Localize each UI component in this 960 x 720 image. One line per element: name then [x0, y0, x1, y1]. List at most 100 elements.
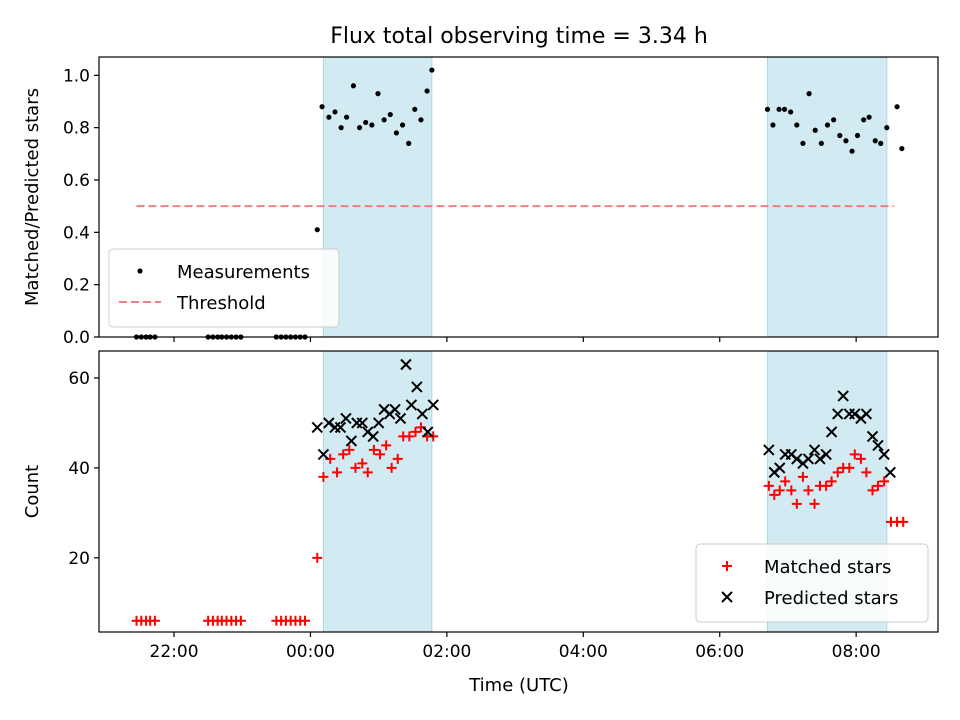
data-point: [878, 448, 890, 461]
data-point: [356, 417, 369, 429]
data-point: [405, 399, 418, 411]
y-tick-label: 60: [68, 369, 90, 389]
data-point: [837, 132, 843, 139]
top-axes-frame: [98, 56, 939, 338]
data-point: [831, 117, 837, 123]
top-shaded-interval: [766, 56, 888, 338]
y-tick-label: 0.2: [63, 276, 90, 296]
data-point: [774, 462, 786, 474]
data-point: [400, 358, 412, 371]
bottom-shaded-interval: [322, 350, 433, 633]
data-point: [826, 476, 837, 487]
legend-label: Matched stars: [764, 557, 891, 578]
data-point: [894, 104, 900, 110]
data-point: [802, 453, 815, 465]
y-tick-label: 40: [68, 459, 90, 479]
data-point: [786, 485, 797, 496]
data-point: [375, 449, 386, 460]
data-point: [849, 148, 855, 154]
data-point: [832, 408, 844, 420]
data-point: [363, 119, 369, 126]
data-point: [422, 426, 434, 438]
data-point: [776, 106, 782, 112]
data-point: [861, 467, 872, 478]
data-point: [345, 435, 358, 447]
legend-label: Measurements: [177, 262, 310, 283]
data-point: [866, 114, 872, 120]
top-panel: 0.0 0.2 0.4 0.6 0.8 1.0 Matched/Predicted star…: [22, 56, 939, 348]
data-point: [350, 462, 361, 473]
data-point: [386, 462, 397, 473]
data-point: [872, 138, 878, 144]
chart-title: Flux total observing time = 3.34 h: [330, 24, 708, 49]
data-point: [399, 122, 406, 128]
data-point: [769, 489, 780, 500]
x-tick-label: 02:00: [422, 642, 471, 662]
data-point: [319, 104, 325, 110]
data-point: [849, 449, 860, 460]
data-point: [818, 140, 824, 146]
data-point: [314, 227, 320, 233]
x-tick-label: 00:00: [286, 642, 335, 662]
data-point: [389, 403, 401, 416]
data-point: [344, 114, 350, 120]
data-point: [411, 381, 423, 393]
data-point: [412, 106, 418, 112]
data-point: [326, 114, 332, 120]
legend-box: [695, 543, 929, 623]
data-point: [788, 109, 794, 115]
data-point: [416, 408, 429, 420]
data-point: [821, 480, 832, 491]
data-point: [323, 417, 335, 429]
top-y-axis-label: Matched/Predicted stars: [22, 88, 43, 306]
data-point: [867, 485, 878, 496]
bottom-axes-frame: [98, 350, 939, 633]
data-point: [763, 480, 774, 491]
data-point: [381, 117, 387, 123]
data-point: [427, 399, 439, 411]
data-point: [781, 106, 788, 112]
data-point: [318, 471, 329, 482]
data-point: [424, 88, 430, 94]
data-point: [812, 127, 818, 133]
data-point: [334, 421, 347, 434]
data-point: [814, 453, 826, 465]
data-point: [855, 453, 866, 464]
bottom-legend: Matched stars Predicted stars: [695, 543, 929, 623]
data-point: [825, 426, 838, 438]
legend-box: [108, 248, 340, 328]
data-point: [338, 449, 349, 460]
data-point: [394, 412, 407, 425]
data-point: [837, 390, 849, 402]
data-point: [878, 140, 884, 146]
data-point: [791, 498, 802, 509]
data-point: [317, 448, 330, 461]
data-point: [340, 412, 352, 425]
legend-marker: [137, 268, 143, 274]
y-tick-label: 0.6: [63, 171, 90, 191]
data-point: [312, 552, 323, 563]
data-point: [235, 615, 246, 626]
data-point: [299, 615, 310, 626]
top-shaded-interval: [322, 56, 433, 338]
y-tick-label: 20: [68, 549, 90, 569]
data-point: [774, 485, 785, 496]
data-point: [849, 408, 861, 420]
data-point: [410, 426, 421, 437]
data-point: [392, 453, 403, 464]
data-point: [832, 467, 843, 478]
data-point: [149, 615, 160, 626]
data-point: [861, 117, 867, 123]
bottom-y-axis-label: Count: [22, 465, 43, 518]
data-point: [356, 125, 363, 131]
data-point: [820, 448, 832, 461]
data-point: [418, 117, 424, 123]
data-point: [791, 453, 803, 465]
y-tick-label: 0.8: [63, 119, 90, 139]
data-point: [872, 480, 883, 491]
data-point: [429, 67, 435, 73]
top-legend: Measurements Threshold: [108, 248, 340, 328]
legend-marker: [722, 561, 732, 571]
data-point: [866, 430, 879, 443]
data-point: [344, 444, 355, 455]
